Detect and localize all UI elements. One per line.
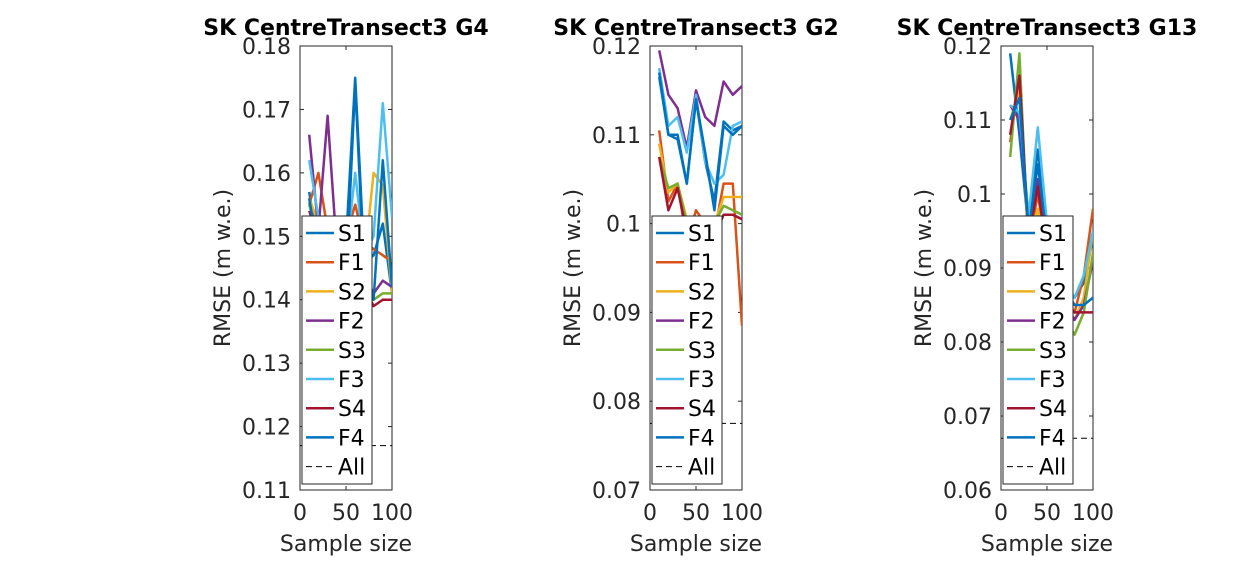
chart-panel-1: 0.11 0.12 0.13 0.14 0.15 0.16 0.17 0.18 0 50 100 S1… bbox=[203, 16, 488, 557]
legend-label: S4 bbox=[338, 397, 366, 422]
y-tick-label: 0.14 bbox=[242, 289, 291, 314]
x-tick-label: 100 bbox=[371, 501, 413, 526]
legend-label: S3 bbox=[338, 339, 366, 364]
x-tick-label: 0 bbox=[643, 501, 657, 526]
chart-panel-3: 0.06 0.07 0.08 0.09 0.1 0.11 0.12 0 50 100 S1 F1 S2 F… bbox=[897, 16, 1198, 557]
y-tick-label: 0.11 bbox=[242, 479, 291, 504]
x-axis-label: Sample size bbox=[630, 532, 762, 557]
y-tick-label: 0.17 bbox=[242, 98, 291, 123]
legend-label: F3 bbox=[338, 368, 365, 393]
y-tick-label: 0.09 bbox=[943, 257, 992, 282]
legend-label: F3 bbox=[688, 368, 715, 393]
legend-label: F2 bbox=[688, 310, 715, 335]
legend-label: S1 bbox=[688, 222, 716, 247]
legend-label: F1 bbox=[338, 251, 365, 276]
y-tick-label: 0.11 bbox=[943, 109, 992, 134]
y-tick-label: 0.08 bbox=[943, 331, 992, 356]
chart-panel-2: 0.07 0.08 0.09 0.1 0.11 0.12 0 50 100 S1 F1 S2 F2 S3 F… bbox=[553, 16, 838, 557]
legend-label: S2 bbox=[338, 280, 366, 305]
legend: S1 F1 S2 F2 S3 F3 S4 F4 All bbox=[301, 215, 373, 485]
legend-label: S2 bbox=[688, 280, 716, 305]
y-axis-label: RMSE (m w.e.) bbox=[561, 189, 586, 347]
x-axis-label: Sample size bbox=[280, 532, 412, 557]
x-tick-label: 50 bbox=[682, 501, 710, 526]
legend-label: F3 bbox=[1039, 368, 1066, 393]
legend-label: S4 bbox=[688, 397, 716, 422]
legend: S1 F1 S2 F2 S3 F3 S4 F4 All bbox=[1002, 215, 1074, 485]
legend-label: S3 bbox=[688, 339, 716, 364]
legend-label: S1 bbox=[1039, 222, 1067, 247]
x-tick-label: 0 bbox=[994, 501, 1008, 526]
y-tick-label: 0.07 bbox=[943, 405, 992, 430]
legend-label: All bbox=[338, 456, 365, 481]
legend-label: F4 bbox=[338, 426, 365, 451]
x-tick-label: 100 bbox=[1072, 501, 1114, 526]
x-tick-label: 0 bbox=[293, 501, 307, 526]
series-line-f2 bbox=[657, 50, 742, 150]
y-tick-label: 0.1 bbox=[957, 183, 992, 208]
legend-label: S4 bbox=[1039, 397, 1067, 422]
legend-label: F2 bbox=[1039, 310, 1066, 335]
y-axis-label: RMSE (m w.e.) bbox=[912, 189, 937, 347]
y-tick-label: 0.12 bbox=[592, 35, 641, 60]
series-line-f4 bbox=[657, 72, 742, 212]
legend: S1 F1 S2 F2 S3 F3 S4 F4 All bbox=[651, 215, 723, 485]
y-tick-label: 0.09 bbox=[592, 301, 641, 326]
y-tick-label: 0.15 bbox=[242, 225, 291, 250]
legend-label: S1 bbox=[338, 222, 366, 247]
chart-title: SK CentreTransect3 G4 bbox=[203, 16, 488, 41]
chart-title: SK CentreTransect3 G2 bbox=[553, 16, 838, 41]
legend-label: S3 bbox=[1039, 339, 1067, 364]
y-tick-label: 0.13 bbox=[242, 352, 291, 377]
y-tick-label: 0.12 bbox=[242, 416, 291, 441]
y-tick-label: 0.08 bbox=[592, 390, 641, 415]
x-tick-label: 50 bbox=[332, 501, 360, 526]
x-tick-label: 50 bbox=[1033, 501, 1061, 526]
legend-box bbox=[1002, 215, 1074, 485]
y-tick-label: 0.12 bbox=[943, 35, 992, 60]
legend-label: F4 bbox=[1039, 426, 1066, 451]
y-tick-label: 0.06 bbox=[943, 479, 992, 504]
legend-label: All bbox=[1039, 456, 1066, 481]
y-tick-label: 0.07 bbox=[592, 479, 641, 504]
y-axis-label: RMSE (m w.e.) bbox=[211, 189, 236, 347]
x-tick-label: 100 bbox=[721, 501, 763, 526]
legend-label: F1 bbox=[688, 251, 715, 276]
x-axis-label: Sample size bbox=[981, 532, 1113, 557]
legend-label: S2 bbox=[1039, 280, 1067, 305]
y-tick-label: 0.1 bbox=[606, 213, 641, 238]
legend-label: All bbox=[688, 456, 715, 481]
legend-label: F4 bbox=[688, 426, 715, 451]
legend-label: F2 bbox=[338, 310, 365, 335]
legend-label: F1 bbox=[1039, 251, 1066, 276]
y-tick-label: 0.16 bbox=[242, 162, 291, 187]
y-tick-label: 0.18 bbox=[242, 35, 291, 60]
chart-title: SK CentreTransect3 G13 bbox=[897, 16, 1198, 41]
y-tick-label: 0.11 bbox=[592, 124, 641, 149]
